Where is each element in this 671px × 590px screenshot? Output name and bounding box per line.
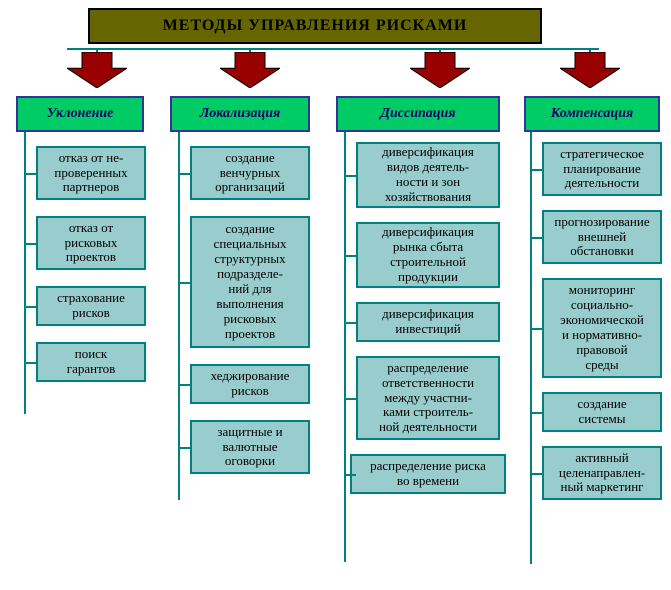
connector-vline [530,132,532,564]
column-header: Компенсация [524,96,660,132]
tree-item-label: отказ от не- проверенных партнеров [54,151,127,196]
tree-item-label: хеджирование рисков [211,369,290,399]
down-arrow-icon [410,52,470,88]
tree-item: диверсификация видов деятель- ности и зо… [356,142,500,208]
tree-item-label: распределение ответственности между учас… [379,361,477,436]
connector-hline [344,255,356,257]
tree-item: стратегическое планирование деятельности [542,142,662,196]
tree-item-label: активный целенаправлен- ный маркетинг [559,451,645,496]
connector-hline [530,169,542,171]
column-header: Уклонение [16,96,144,132]
tree-item: мониторинг социально- экономической и но… [542,278,662,378]
diagram-title-text: МЕТОДЫ УПРАВЛЕНИЯ РИСКАМИ [163,17,468,35]
tree-item-label: диверсификация видов деятель- ности и зо… [382,145,474,205]
tree-item: создание системы [542,392,662,432]
tree-item: активный целенаправлен- ный маркетинг [542,446,662,500]
tree-item: распределение риска во времени [350,454,506,494]
connector-hline [530,473,542,475]
connector-hline [344,474,356,476]
connector-vline [178,132,180,500]
diagram-title: МЕТОДЫ УПРАВЛЕНИЯ РИСКАМИ [88,8,542,44]
column-header-label: Локализация [200,106,281,122]
connector-hline [178,447,190,449]
tree-item: поиск гарантов [36,342,146,382]
connector-hline [178,282,190,284]
tree-item-label: создание венчурных организаций [215,151,285,196]
tree-item-label: поиск гарантов [67,347,115,377]
tree-item: отказ от рисковых проектов [36,216,146,270]
tree-item: защитные и валютные оговорки [190,420,310,474]
connector-hline [178,173,190,175]
down-arrow-icon [67,52,127,88]
tree-item-label: прогнозирование внешней обстановки [554,215,649,260]
tree-item-label: распределение риска во времени [370,459,486,489]
tree-item-label: создание специальных структурных подразд… [214,222,287,342]
column-header: Диссипация [336,96,500,132]
column-header-label: Уклонение [47,106,114,122]
connector-hline [67,48,599,50]
connector-hline [24,362,36,364]
tree-item: диверсификация рынка сбыта строительной … [356,222,500,288]
tree-item-label: защитные и валютные оговорки [217,425,282,470]
column-header-label: Компенсация [551,106,633,122]
tree-item-label: стратегическое планирование деятельности [560,147,644,192]
connector-hline [530,237,542,239]
tree-item: диверсификация инвестиций [356,302,500,342]
column-header-label: Диссипация [380,106,455,122]
column-header: Локализация [170,96,310,132]
connector-hline [530,412,542,414]
tree-item: отказ от не- проверенных партнеров [36,146,146,200]
tree-item: прогнозирование внешней обстановки [542,210,662,264]
tree-item: страхование рисков [36,286,146,326]
tree-item-label: страхование рисков [57,291,125,321]
tree-item: распределение ответственности между учас… [356,356,500,440]
connector-hline [178,384,190,386]
tree-item: создание венчурных организаций [190,146,310,200]
tree-item-label: мониторинг социально- экономической и но… [560,283,644,373]
tree-item: хеджирование рисков [190,364,310,404]
tree-item-label: диверсификация инвестиций [382,307,474,337]
down-arrow-icon [560,52,620,88]
tree-item-label: диверсификация рынка сбыта строительной … [382,225,474,285]
connector-hline [344,322,356,324]
connector-hline [344,175,356,177]
connector-hline [24,306,36,308]
tree-item: создание специальных структурных подразд… [190,216,310,348]
tree-item-label: создание системы [577,397,626,427]
connector-hline [24,243,36,245]
down-arrow-icon [220,52,280,88]
connector-vline [344,132,346,562]
connector-hline [344,398,356,400]
connector-hline [24,173,36,175]
connector-hline [530,328,542,330]
tree-item-label: отказ от рисковых проектов [65,221,118,266]
